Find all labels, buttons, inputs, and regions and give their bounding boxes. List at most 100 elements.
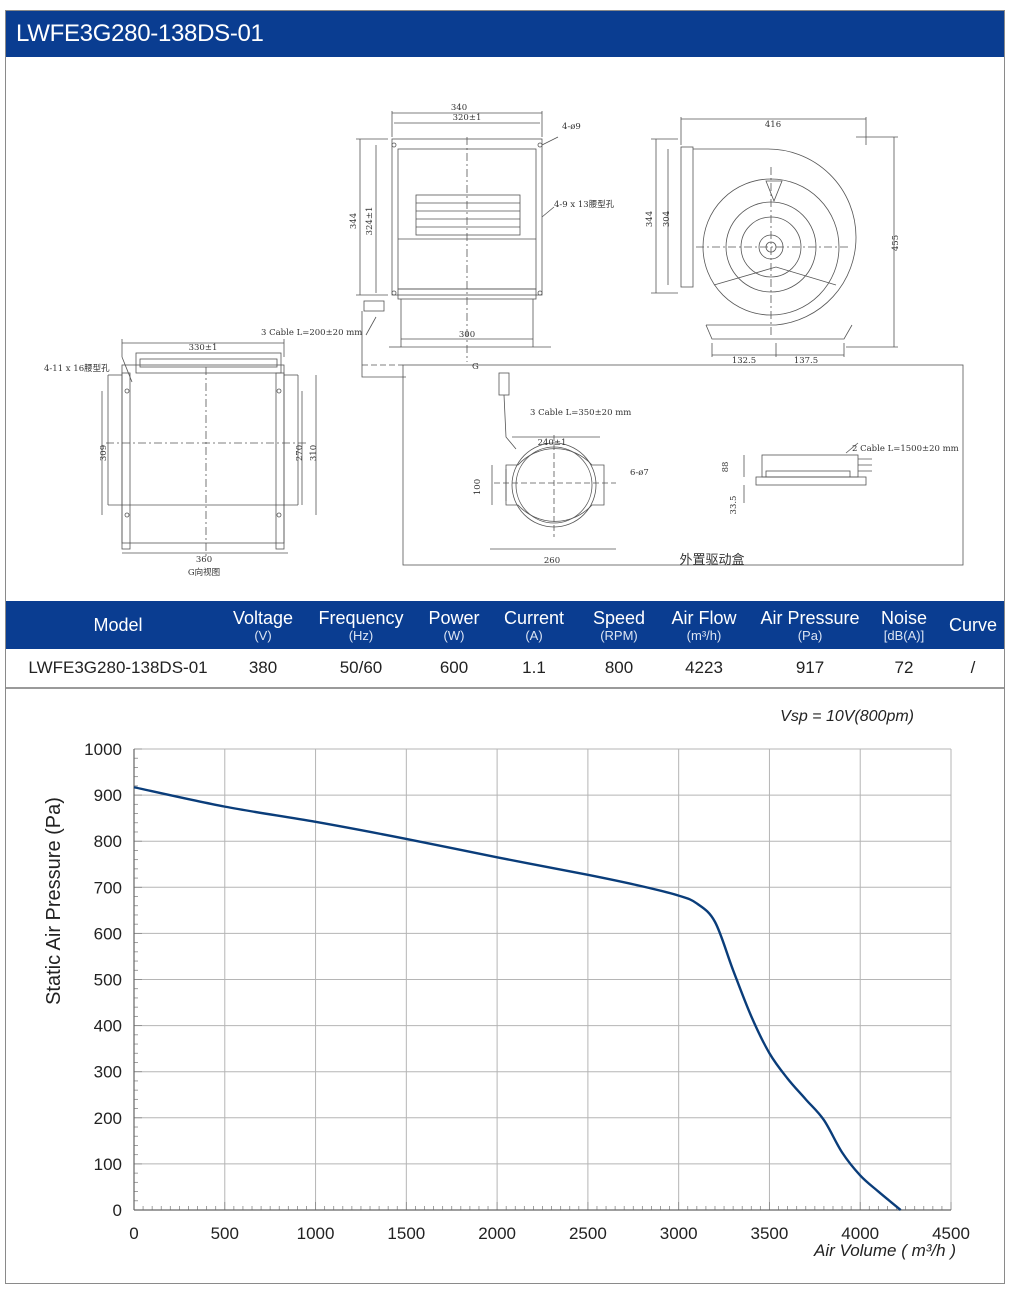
- dim-88: 88: [721, 462, 731, 473]
- x-tick-label: 1000: [297, 1224, 335, 1243]
- view-g-marker: G: [472, 362, 479, 372]
- cell-air-pressure: 917: [795, 658, 825, 677]
- dim-slots: 4-9 x 13腰型孔: [554, 200, 615, 210]
- driver-box-area: [402, 364, 964, 566]
- dim-310: 310: [309, 445, 319, 461]
- dim-330: 330±1: [189, 343, 218, 353]
- dim-344: 344: [349, 213, 359, 229]
- dim-137-5: 137.5: [794, 356, 818, 366]
- header-label: Air Pressure: [760, 607, 860, 628]
- x-tick-label: 3500: [751, 1224, 789, 1243]
- performance-chart: 0 500 1000 1500 2000 2500 3000 3500 4000 4500 0 10…: [6, 689, 1004, 1283]
- cell-frequency: 50/60: [339, 658, 383, 677]
- dim-240: 240±1: [538, 438, 567, 448]
- dim-270: 270: [295, 445, 305, 461]
- header-label: Model: [93, 615, 143, 635]
- dim-455: 455: [891, 235, 901, 251]
- x-tick-label: 500: [211, 1224, 239, 1243]
- y-axis-label: Static Air Pressure (Pa): [43, 797, 65, 1005]
- header-unit: (m³/h): [686, 627, 722, 643]
- header-label: Current: [503, 607, 565, 628]
- x-tick-label: 0: [129, 1224, 138, 1243]
- header-unit: (A): [525, 627, 543, 643]
- g-view-label: G向视图: [188, 567, 220, 578]
- x-tick-label: 4000: [841, 1224, 879, 1243]
- header-label: Voltage: [232, 607, 294, 628]
- header-model: Model: [6, 601, 230, 649]
- header-speed: Speed (RPM): [584, 601, 654, 649]
- header-frequency: Frequency (Hz): [298, 601, 424, 649]
- dim-cable-350: 3 Cable L=350±20 mm: [530, 408, 631, 418]
- header-unit: [dB(A)]: [883, 627, 925, 643]
- cell-speed: 800: [604, 658, 634, 677]
- y-tick-label: 400: [94, 1017, 122, 1036]
- dim-100: 100: [473, 479, 483, 495]
- header-unit: (RPM): [600, 627, 638, 643]
- dim-bottom-slots: 4-11 x 16腰型孔: [44, 364, 110, 374]
- dim-416: 416: [765, 120, 781, 130]
- x-tick-label: 1500: [387, 1224, 425, 1243]
- dim-holes-4: 4-ø9: [562, 122, 581, 132]
- cell-air-flow: 4223: [685, 658, 723, 677]
- header-power: Power (W): [424, 601, 484, 649]
- driver-box-label: 外置驱动盒: [679, 552, 744, 568]
- x-tick-label: 4500: [932, 1224, 970, 1243]
- dim-132-5: 132.5: [732, 356, 756, 366]
- cell-power: 600: [439, 658, 469, 677]
- datasheet-frame: LWFE3G280-138DS-01: [5, 10, 1005, 1284]
- dim-324: 324±1: [365, 207, 375, 236]
- header-label: Noise: [880, 607, 928, 628]
- y-tick-label: 0: [113, 1201, 122, 1220]
- spec-table-row: LWFE3G280-138DS-01 380 50/60 600 1.1 800 4223 9…: [6, 649, 1004, 689]
- front-view: [356, 111, 559, 378]
- dim-304: 304: [662, 211, 672, 227]
- dim-cable-1500: 2 Cable L=1500±20 mm: [852, 444, 959, 454]
- spec-table: Model Voltage (V) Frequency (Hz) Power (W) Curr…: [6, 601, 1004, 689]
- x-tick-label: 3000: [660, 1224, 698, 1243]
- header-unit: (V): [254, 627, 272, 643]
- y-tick-label: 800: [94, 832, 122, 851]
- y-tick-label: 700: [94, 878, 122, 897]
- header-curve: Curve: [942, 601, 1004, 649]
- header-unit: (Hz): [348, 627, 374, 643]
- cell-model: LWFE3G280-138DS-01: [28, 658, 208, 677]
- spec-table-header: Model Voltage (V) Frequency (Hz) Power (W) Curr…: [6, 601, 1004, 649]
- x-tick-label: 2500: [569, 1224, 607, 1243]
- y-tick-label: 600: [94, 924, 122, 943]
- header-label: Frequency: [318, 607, 404, 628]
- dim-360: 360: [196, 555, 212, 565]
- dim-340: 340: [451, 103, 467, 113]
- dim-260: 260: [544, 556, 560, 566]
- header-label: Speed: [592, 607, 646, 628]
- dim-side-344: 344: [645, 211, 655, 227]
- page-title: LWFE3G280-138DS-01: [6, 11, 1004, 57]
- dim-holes-6: 6-ø7: [630, 468, 649, 478]
- header-label: Power: [428, 607, 480, 628]
- y-tick-label: 200: [94, 1109, 122, 1128]
- header-current: Current (A): [484, 601, 584, 649]
- y-tick-label: 500: [94, 971, 122, 990]
- cell-curve: /: [970, 658, 976, 677]
- pressure-curve: [133, 786, 902, 1211]
- header-label: Curve: [948, 615, 997, 635]
- cell-noise: 72: [894, 658, 914, 677]
- y-tick-label: 900: [94, 786, 122, 805]
- y-tick-label: 300: [94, 1063, 122, 1082]
- dim-309: 309: [99, 445, 109, 461]
- dim-cable-200: 3 Cable L=200±20 mm: [261, 328, 362, 338]
- header-unit: (Pa): [797, 627, 823, 643]
- header-air-pressure: Air Pressure (Pa): [754, 601, 866, 649]
- header-air-flow: Air Flow (m³/h): [654, 601, 754, 649]
- y-tick-label: 1000: [84, 740, 122, 759]
- y-tick-label: 100: [94, 1155, 122, 1174]
- cell-current: 1.1: [522, 658, 546, 677]
- header-unit: (W): [443, 627, 465, 643]
- vsp-annotation: Vsp = 10V(800pm): [780, 708, 914, 725]
- side-view: [651, 117, 898, 357]
- header-label: Air Flow: [671, 607, 737, 628]
- bottom-view: [101, 339, 317, 557]
- x-tick-label: 2000: [478, 1224, 516, 1243]
- technical-drawing: 340 320±1 4-ø9 4-9 x 13腰型孔 344 324±1 3 C…: [6, 57, 1004, 601]
- dim-320: 320±1: [453, 113, 482, 123]
- cell-voltage: 380: [248, 658, 278, 677]
